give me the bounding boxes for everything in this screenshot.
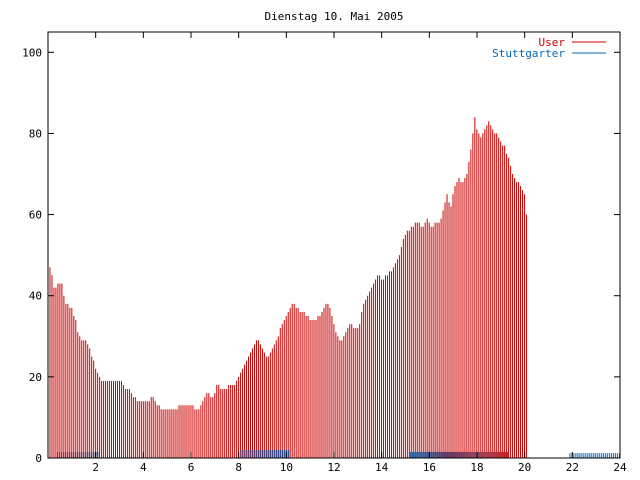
x-tick-label: 4 [140,461,147,474]
x-tick-label: 24 [613,461,627,474]
y-tick-label: 20 [29,371,42,384]
chart-title: Dienstag 10. Mai 2005 [264,10,403,23]
x-tick-label: 6 [188,461,195,474]
legend-label: User [539,36,566,49]
y-tick-label: 40 [29,290,42,303]
x-tick-label: 12 [327,461,340,474]
x-tick-label: 14 [375,461,389,474]
legend-label: Stuttgarter [492,47,565,60]
y-tick-label: 0 [35,452,42,465]
x-tick-label: 20 [518,461,531,474]
y-tick-label: 100 [22,46,42,59]
x-tick-label: 10 [280,461,293,474]
x-tick-label: 16 [423,461,436,474]
user-series [47,117,527,458]
x-tick-label: 18 [470,461,483,474]
x-tick-label: 2 [92,461,99,474]
x-tick-label: 8 [235,461,242,474]
stuttgarter-series [57,449,621,458]
x-tick-label: 22 [566,461,579,474]
y-tick-label: 80 [29,127,42,140]
y-tick-label: 60 [29,209,42,222]
